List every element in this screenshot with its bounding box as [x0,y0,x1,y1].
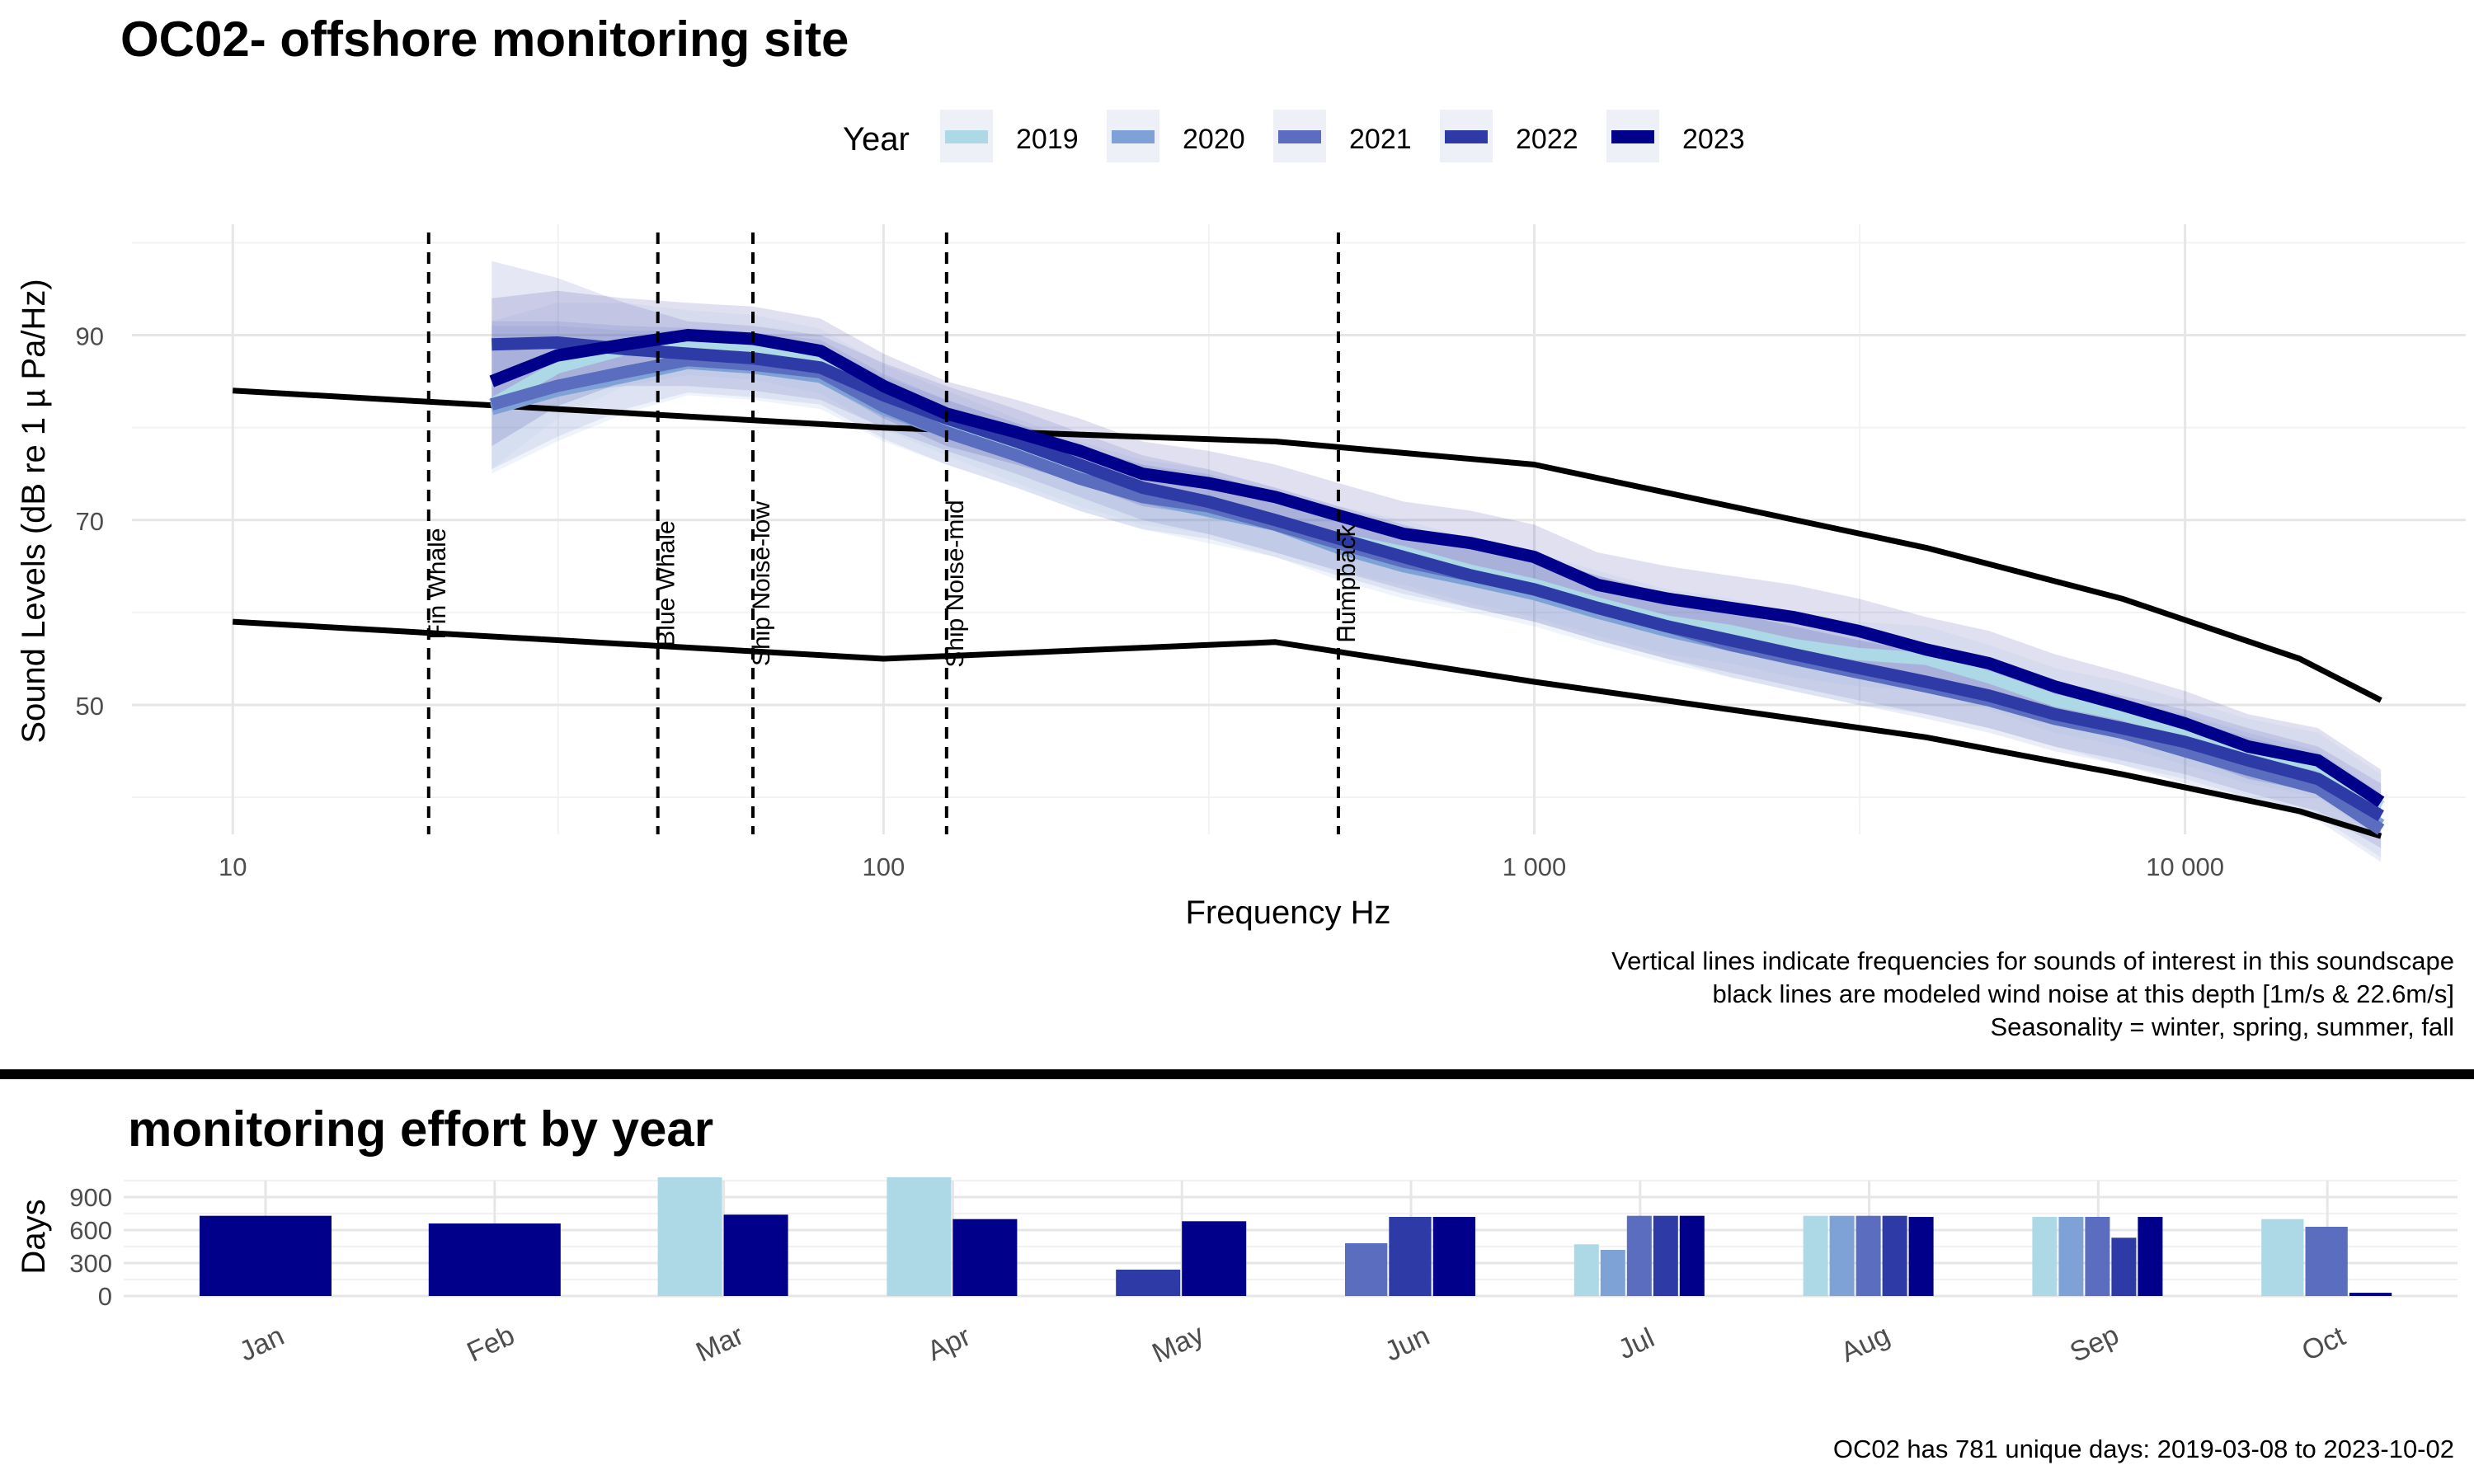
legend-item-2022: 2022 [1440,110,1578,162]
marker-label: Ship Noise-low [748,501,775,666]
spectrum-panel: Fin Whale Blue Whale Ship Noise-low Ship No… [16,224,2466,931]
legend-title: Year [843,121,910,157]
legend-label: 2021 [1349,124,1412,155]
effort-bar [2305,1227,2348,1296]
effort-y-tick-label: 300 [69,1249,112,1278]
effort-bar [1882,1215,1907,1296]
effort-bar [657,1177,722,1296]
legend-items: 2019 2020 2021 2022 2023 [940,110,1745,162]
note-line-3: Seasonality = winter, spring, summer, fa… [1990,1012,2454,1041]
legend-key-swatch [1278,130,1321,143]
effort-bar [887,1177,952,1296]
x-tick-label: 10 000 [2146,852,2224,881]
bottom-title: monitoring effort by year [128,1101,713,1157]
series-line-2022 [492,336,2384,822]
effort-bar [1626,1215,1652,1296]
legend-item-2019: 2019 [940,110,1079,162]
legend-label: 2023 [1682,124,1745,155]
legend-item-2023: 2023 [1606,110,1745,162]
legend-item-2021: 2021 [1273,110,1412,162]
effort-bar [2261,1219,2304,1296]
legend-label: 2022 [1516,124,1578,155]
legend-key-swatch [1112,130,1155,143]
effort-bar [1116,1270,1181,1296]
marker-label: Ship Noise-mid [942,500,969,667]
effort-bar [1803,1215,1828,1296]
marker-ship-noise-low: Ship Noise-low [748,232,775,834]
series-line-2023 [489,329,2385,808]
spectrum-series-lines [488,329,2385,835]
effort-bar [952,1219,1018,1296]
effort-bar [1653,1215,1678,1296]
spectrum-tick-labels: 50 70 90 10 100 1 000 10 000 [76,322,2225,881]
legend-label: 2019 [1016,124,1079,155]
spectrum-y-axis-label: Sound Levels (dB re 1 µ Pa/Hz) [16,279,52,743]
footer-note: OC02 has 781 unique days: 2019-03-08 to … [1833,1435,2454,1463]
effort-y-tick-label: 0 [98,1282,112,1311]
legend-key-swatch [945,130,988,143]
legend-item-2020: 2020 [1107,110,1245,162]
marker-label: Fin Whale [424,528,451,639]
confidence-band-2022 [492,261,2382,848]
effort-panel: Jan Feb Mar Apr May Jun Jul Aug Sep Oct0300600900… [16,1177,2458,1369]
effort-bar [1908,1217,1934,1296]
y-tick-label: 70 [76,507,104,536]
effort-bar [1432,1217,1475,1296]
effort-bar [1679,1215,1705,1296]
panel-divider [0,1069,2474,1079]
marker-blue-whale: Blue Whale [653,232,680,834]
effort-bar [1345,1243,1388,1296]
effort-y-axis-label: Days [16,1199,52,1274]
effort-bar [2085,1217,2110,1296]
effort-bar [1829,1215,1855,1296]
y-tick-label: 50 [76,692,104,721]
wind-noise-line-1m/s [233,618,2382,839]
effort-bar [1600,1250,1625,1296]
marker-label: Humpback [1333,524,1361,642]
note-line-2: black lines are modeled wind noise at th… [1713,979,2454,1008]
note-line-1: Vertical lines indicate frequencies for … [1611,946,2454,975]
effort-bar [1856,1215,1881,1296]
legend-key-swatch [1445,130,1488,143]
y-tick-label: 90 [76,322,104,351]
x-tick-label: 100 [862,852,905,881]
notes: Vertical lines indicate frequencies for … [1611,946,2454,1041]
effort-bars [200,1177,2392,1296]
effort-bar [1573,1244,1599,1296]
effort-bar [2032,1217,2058,1296]
effort-bar [723,1214,788,1296]
legend: Year 2019 2020 2021 2022 2023 [843,110,1745,162]
effort-bar [1389,1217,1432,1296]
effort-y-tick-label: 600 [69,1216,112,1245]
effort-y-tick-label: 900 [69,1183,112,1212]
confidence-band-2020 [492,326,2382,857]
frequency-markers: Fin Whale Blue Whale Ship Noise-low Ship No… [424,232,1361,834]
marker-ship-noise-mid: Ship Noise-mid [942,232,969,834]
marker-label: Blue Whale [653,520,680,646]
effort-bar [428,1223,561,1296]
effort-bar [2058,1217,2084,1296]
x-tick-label: 10 [219,852,247,881]
top-title: OC02- offshore monitoring site [120,12,849,67]
legend-label: 2020 [1183,124,1245,155]
x-tick-label: 1 000 [1503,852,1567,881]
effort-bar [2111,1237,2137,1296]
marker-humpback: Humpback [1333,232,1361,834]
effort-bar [2138,1217,2163,1296]
marker-fin-whale: Fin Whale [424,232,451,834]
legend-key-swatch [1611,130,1654,143]
confidence-band-2021 [492,321,2382,862]
effort-bar [1182,1221,1247,1296]
effort-bar [200,1215,332,1296]
spectrum-x-axis-label: Frequency Hz [1186,895,1391,931]
effort-bar [2349,1293,2392,1296]
